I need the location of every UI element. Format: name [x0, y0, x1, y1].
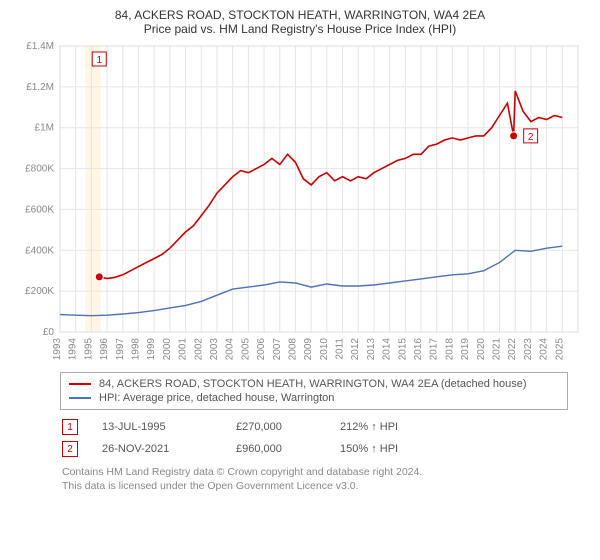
event-date-2: 26-NOV-2021 — [102, 443, 212, 455]
footer-line-2: This data is licensed under the Open Gov… — [62, 480, 586, 494]
svg-text:2020: 2020 — [476, 338, 487, 361]
legend-row-hpi: HPI: Average price, detached house, Warr… — [69, 391, 559, 405]
sale-events: 1 13-JUL-1995 £270,000 212% ↑ HPI 2 26-N… — [62, 416, 586, 460]
svg-text:2025: 2025 — [554, 338, 565, 361]
page-title-line1: 84, ACKERS ROAD, STOCKTON HEATH, WARRING… — [12, 8, 588, 22]
event-delta-2: 150% ↑ HPI — [340, 443, 398, 455]
svg-text:£200K: £200K — [25, 286, 54, 297]
svg-text:1994: 1994 — [68, 338, 79, 361]
event-date-1: 13-JUL-1995 — [102, 421, 212, 433]
svg-text:1: 1 — [96, 55, 102, 66]
svg-text:2006: 2006 — [256, 338, 267, 361]
legend-label-property: 84, ACKERS ROAD, STOCKTON HEATH, WARRING… — [99, 378, 527, 390]
price-vs-hpi-chart: £0 £200K £400K £600K £800K £1M £1.2M £1.4M 1993 1… — [12, 40, 588, 366]
svg-text:2015: 2015 — [397, 338, 408, 361]
svg-text:2001: 2001 — [178, 338, 189, 361]
legend-row-property: 84, ACKERS ROAD, STOCKTON HEATH, WARRING… — [69, 377, 559, 391]
svg-text:2005: 2005 — [240, 338, 251, 361]
event-price-1: £270,000 — [236, 421, 316, 433]
event-price-2: £960,000 — [236, 443, 316, 455]
svg-text:2014: 2014 — [382, 338, 393, 361]
svg-text:2024: 2024 — [539, 338, 550, 361]
svg-text:£400K: £400K — [25, 245, 54, 256]
svg-text:1996: 1996 — [99, 338, 110, 361]
event-delta-1: 212% ↑ HPI — [340, 421, 398, 433]
svg-text:1999: 1999 — [146, 338, 157, 361]
svg-text:£0: £0 — [43, 327, 55, 338]
footer-line-1: Contains HM Land Registry data © Crown c… — [62, 466, 586, 480]
svg-text:2009: 2009 — [303, 338, 314, 361]
svg-text:2: 2 — [528, 132, 534, 143]
svg-text:2013: 2013 — [366, 338, 377, 361]
svg-text:2017: 2017 — [429, 338, 440, 361]
event-marker-2: 2 — [62, 441, 78, 457]
svg-text:2023: 2023 — [523, 338, 534, 361]
legend-swatch-red — [69, 383, 91, 385]
svg-text:1998: 1998 — [130, 338, 141, 361]
svg-text:£800K: £800K — [25, 164, 54, 175]
svg-text:2008: 2008 — [287, 338, 298, 361]
svg-text:2002: 2002 — [193, 338, 204, 361]
svg-text:2021: 2021 — [492, 338, 503, 361]
svg-text:£1.4M: £1.4M — [26, 41, 54, 52]
svg-text:2019: 2019 — [460, 338, 471, 361]
svg-text:1993: 1993 — [52, 338, 63, 361]
svg-text:£1M: £1M — [35, 123, 54, 134]
event-marker-1: 1 — [62, 419, 78, 435]
footer: Contains HM Land Registry data © Crown c… — [62, 466, 586, 493]
svg-text:2010: 2010 — [319, 338, 330, 361]
svg-text:2016: 2016 — [413, 338, 424, 361]
svg-text:1995: 1995 — [83, 338, 94, 361]
svg-text:2012: 2012 — [350, 338, 361, 361]
svg-text:£600K: £600K — [25, 204, 54, 215]
svg-text:2003: 2003 — [209, 338, 220, 361]
legend-label-hpi: HPI: Average price, detached house, Warr… — [99, 392, 334, 404]
legend: 84, ACKERS ROAD, STOCKTON HEATH, WARRING… — [60, 372, 568, 410]
event-row-2: 2 26-NOV-2021 £960,000 150% ↑ HPI — [62, 438, 586, 460]
page-title-line2: Price paid vs. HM Land Registry's House … — [12, 22, 588, 36]
legend-swatch-blue — [69, 397, 91, 399]
svg-text:2000: 2000 — [162, 338, 173, 361]
svg-text:£1.2M: £1.2M — [26, 82, 54, 93]
event-row-1: 1 13-JUL-1995 £270,000 212% ↑ HPI — [62, 416, 586, 438]
svg-text:2018: 2018 — [444, 338, 455, 361]
svg-text:2007: 2007 — [272, 338, 283, 361]
svg-text:2004: 2004 — [225, 338, 236, 361]
svg-text:2011: 2011 — [335, 338, 346, 360]
svg-text:1997: 1997 — [115, 338, 126, 361]
svg-text:2022: 2022 — [507, 338, 518, 361]
